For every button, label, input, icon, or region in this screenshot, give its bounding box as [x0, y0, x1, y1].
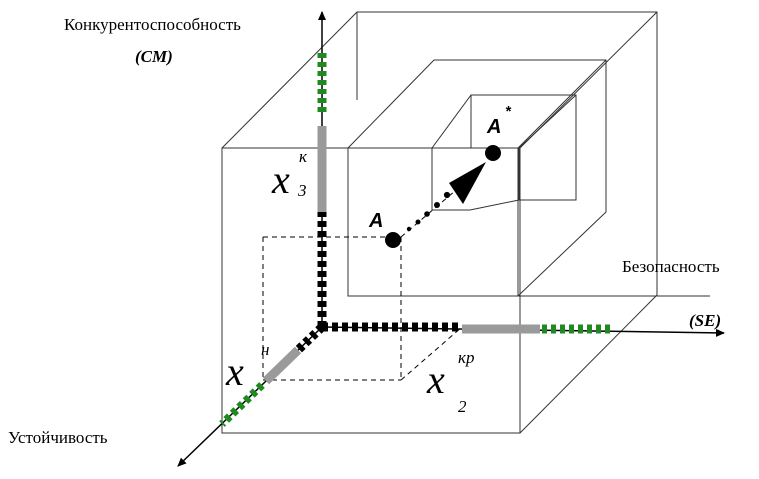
horizontal-axis [321, 322, 725, 337]
x3-subscript: 3 [297, 181, 307, 200]
x2-subscript: 2 [458, 397, 467, 416]
projection-lines [262, 184, 463, 381]
diagonal-axis-green-segment [219, 382, 265, 427]
y-axis-symbol: (CM) [135, 47, 173, 66]
trajectory [385, 145, 501, 248]
point-a-star [485, 145, 501, 161]
z-axis-label: Устойчивость [8, 428, 108, 447]
diagonal-axis [177, 323, 326, 467]
x-axis-symbol: (SE) [689, 311, 721, 330]
trajectory-dot [424, 211, 430, 217]
x1-superscript: н [261, 340, 269, 359]
x3-superscript: к [299, 147, 308, 166]
x1-label: x [225, 349, 244, 394]
point-a [385, 232, 401, 248]
trajectory-dot [415, 219, 421, 225]
trajectory-arrowhead [449, 162, 486, 204]
point-a-star-sup: * [505, 103, 512, 120]
diagonal-axis-gray-segment [262, 346, 302, 385]
y-axis-label: Конкурентоспособность [64, 15, 241, 34]
x2-label: x [426, 357, 445, 402]
inner-cube [431, 94, 577, 211]
x-axis-label: Безопасность [622, 257, 720, 276]
point-a-star-label: A [486, 116, 501, 138]
trajectory-dot [434, 202, 440, 208]
x2-superscript: кр [458, 348, 474, 367]
trajectory-dot [406, 226, 412, 232]
diagonal-axis-striped-segment [294, 323, 326, 354]
x3-label: x [271, 157, 290, 202]
trajectory-dot [443, 191, 451, 199]
point-a-label: A [368, 210, 383, 232]
